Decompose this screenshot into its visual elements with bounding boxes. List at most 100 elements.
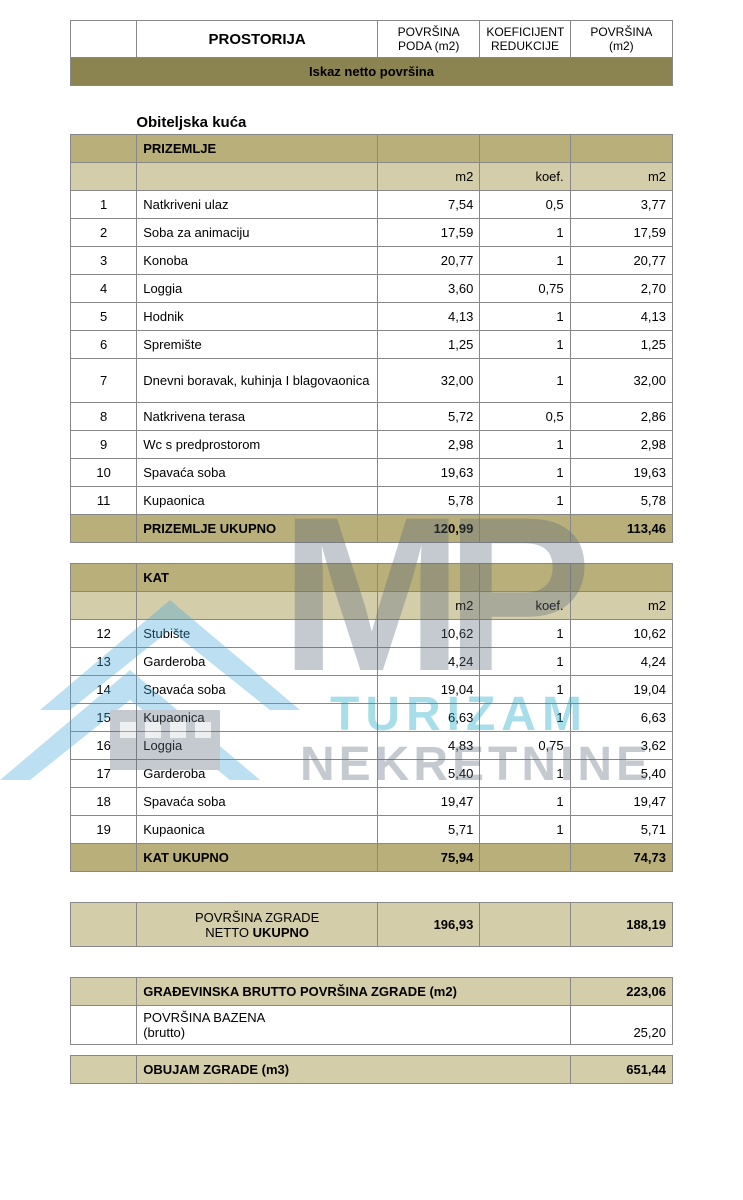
kat-sub-koef: koef.: [480, 592, 570, 620]
kat-total-b: 74,73: [570, 844, 672, 872]
row-area: 5,40: [378, 760, 480, 788]
row-koef: 1: [480, 219, 570, 247]
brutto-label: GRAĐEVINSKA BRUTTO POVRŠINA ZGRADE (m2): [137, 978, 570, 1006]
prizemlje-total-k: [480, 515, 570, 543]
row-koef: 0,5: [480, 191, 570, 219]
row-area: 2,98: [378, 431, 480, 459]
row-reduced: 17,59: [570, 219, 672, 247]
netto-table: POVRŠINA ZGRADE NETTO UKUPNO 196,93 188,…: [70, 902, 673, 947]
row-num: 9: [71, 431, 137, 459]
row-name: Loggia: [137, 732, 378, 760]
row-name: Garderoba: [137, 760, 378, 788]
house-title-wrap: Obiteljska kuća: [70, 106, 673, 134]
row-reduced: 32,00: [570, 359, 672, 403]
row-name: Spremište: [137, 331, 378, 359]
row-reduced: 3,77: [570, 191, 672, 219]
row-area: 19,63: [378, 459, 480, 487]
row-name: Kupaonica: [137, 487, 378, 515]
row-num: 15: [71, 704, 137, 732]
row-area: 4,83: [378, 732, 480, 760]
row-reduced: 4,24: [570, 648, 672, 676]
row-reduced: 10,62: [570, 620, 672, 648]
house-title: Obiteljska kuća: [136, 106, 673, 134]
prizemlje-label: PRIZEMLJE: [137, 135, 378, 163]
row-area: 6,63: [378, 704, 480, 732]
row-name: Spavaća soba: [137, 788, 378, 816]
row-name: Stubište: [137, 620, 378, 648]
row-num: 11: [71, 487, 137, 515]
hdr-povrsina: POVRŠINA(m2): [570, 21, 672, 58]
row-num: 2: [71, 219, 137, 247]
row-num: 16: [71, 732, 137, 760]
row-num: 14: [71, 676, 137, 704]
prizemlje-total-a: 120,99: [378, 515, 480, 543]
row-reduced: 5,71: [570, 816, 672, 844]
row-name: Hodnik: [137, 303, 378, 331]
hdr-koef: KOEFICIJENTREDUKCIJE: [480, 21, 570, 58]
table-row: 1Natkriveni ulaz7,540,53,77: [71, 191, 673, 219]
row-koef: 1: [480, 816, 570, 844]
row-reduced: 19,47: [570, 788, 672, 816]
kat-sub-m2b: m2: [570, 592, 672, 620]
bazen-label: POVRŠINA BAZENA (brutto): [137, 1006, 570, 1045]
row-area: 7,54: [378, 191, 480, 219]
row-koef: 1: [480, 648, 570, 676]
row-name: Garderoba: [137, 648, 378, 676]
row-name: Loggia: [137, 275, 378, 303]
row-name: Dnevni boravak, kuhinja I blagovaonica: [137, 359, 378, 403]
row-num: 4: [71, 275, 137, 303]
row-reduced: 3,62: [570, 732, 672, 760]
prizemlje-total-label: PRIZEMLJE UKUPNO: [137, 515, 378, 543]
row-name: Kupaonica: [137, 704, 378, 732]
row-num: 7: [71, 359, 137, 403]
row-koef: 1: [480, 247, 570, 275]
row-area: 1,25: [378, 331, 480, 359]
obujam-val: 651,44: [570, 1056, 672, 1084]
hdr-prostorija: PROSTORIJA: [137, 21, 378, 58]
row-reduced: 19,04: [570, 676, 672, 704]
row-num: 8: [71, 403, 137, 431]
table-row: 8Natkrivena terasa5,720,52,86: [71, 403, 673, 431]
row-koef: 1: [480, 459, 570, 487]
row-reduced: 6,63: [570, 704, 672, 732]
row-reduced: 5,40: [570, 760, 672, 788]
brutto-val: 223,06: [570, 978, 672, 1006]
row-reduced: 1,25: [570, 331, 672, 359]
table-row: 2Soba za animaciju17,59117,59: [71, 219, 673, 247]
row-area: 4,13: [378, 303, 480, 331]
hdr-blank: [71, 21, 137, 58]
row-num: 13: [71, 648, 137, 676]
kat-sub-m2: m2: [378, 592, 480, 620]
kat-total-k: [480, 844, 570, 872]
row-koef: 1: [480, 303, 570, 331]
hdr-povrsina-poda: POVRŠINAPODA (m2): [378, 21, 480, 58]
row-area: 20,77: [378, 247, 480, 275]
kat-label: KAT: [137, 564, 378, 592]
row-num: 5: [71, 303, 137, 331]
table-row: 16Loggia4,830,753,62: [71, 732, 673, 760]
kat-total-label: KAT UKUPNO: [137, 844, 378, 872]
sub-koef: koef.: [480, 163, 570, 191]
row-koef: 1: [480, 760, 570, 788]
row-area: 3,60: [378, 275, 480, 303]
table-row: 19Kupaonica5,7115,71: [71, 816, 673, 844]
row-name: Konoba: [137, 247, 378, 275]
table-row: 7Dnevni boravak, kuhinja I blagovaonica 3…: [71, 359, 673, 403]
row-koef: 0,75: [480, 275, 570, 303]
table-row: 13Garderoba4,2414,24: [71, 648, 673, 676]
row-area: 5,72: [378, 403, 480, 431]
netto-a: 196,93: [378, 903, 480, 947]
brutto-table: GRAĐEVINSKA BRUTTO POVRŠINA ZGRADE (m2) …: [70, 977, 673, 1045]
sub-m2: m2: [378, 163, 480, 191]
prizemlje-table: PRIZEMLJE m2 koef. m2 1Natkriveni ulaz7,…: [70, 134, 673, 543]
row-area: 19,04: [378, 676, 480, 704]
row-area: 10,62: [378, 620, 480, 648]
table-row: 10Spavaća soba19,63119,63: [71, 459, 673, 487]
row-name: Spavaća soba: [137, 676, 378, 704]
table-row: 3Konoba20,77120,77: [71, 247, 673, 275]
row-num: 1: [71, 191, 137, 219]
row-koef: 1: [480, 620, 570, 648]
row-num: 6: [71, 331, 137, 359]
row-reduced: 4,13: [570, 303, 672, 331]
row-name: Natkrivena terasa: [137, 403, 378, 431]
